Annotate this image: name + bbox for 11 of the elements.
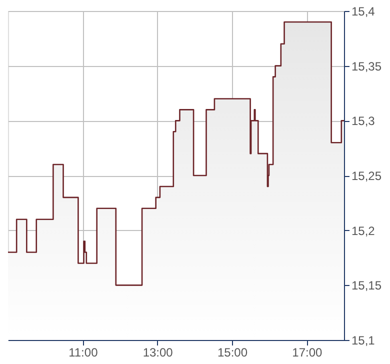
x-tick-label: 11:00 (68, 346, 98, 360)
y-tick-label: 15,2 (352, 224, 376, 238)
y-tick-label: 15,4 (352, 4, 376, 18)
x-tick-label: 17:00 (292, 346, 323, 360)
x-tick-label: 13:00 (142, 346, 174, 360)
y-tick-label: 15,25 (352, 169, 382, 183)
y-tick-label: 15,35 (352, 59, 382, 74)
y-tick-label: 15,1 (352, 334, 376, 348)
y-tick-label: 15,3 (352, 114, 376, 128)
x-tick-label: 15:00 (217, 346, 248, 360)
y-tick-label: 15,15 (352, 278, 382, 293)
